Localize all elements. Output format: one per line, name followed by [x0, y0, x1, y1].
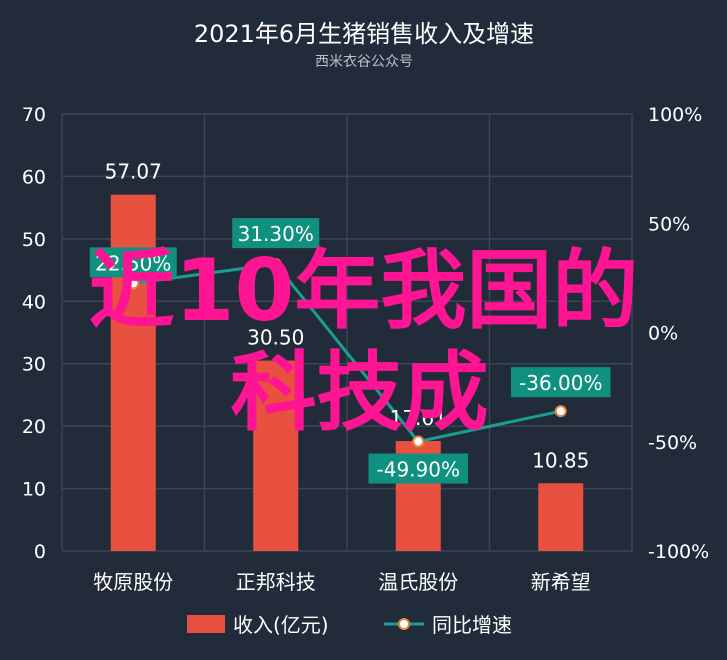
bar-value-label: 10.85 [532, 448, 589, 472]
legend-bar-label[interactable]: 收入(亿元) [233, 613, 329, 637]
growth-line [133, 262, 562, 444]
growth-value-label: 22.50% [95, 251, 171, 275]
growth-label-box [511, 367, 611, 398]
y-left-tick-label: 60 [22, 166, 46, 188]
x-category-label: 正邦科技 [236, 570, 316, 594]
bar-value-label: 17.61 [390, 406, 447, 430]
bar[interactable] [253, 360, 299, 551]
y-left-tick-label: 0 [34, 541, 46, 563]
y-left-tick-label: 30 [22, 354, 46, 376]
y-right-tick-label: -50% [648, 432, 697, 454]
legend[interactable]: 收入(亿元) 同比增速 [187, 613, 512, 637]
legend-line-label[interactable]: 同比增速 [432, 613, 512, 637]
legend-line-marker [398, 618, 410, 630]
growth-point[interactable] [554, 405, 567, 418]
y-left-tick-label: 20 [22, 416, 46, 438]
y-left-tick-label: 10 [22, 479, 46, 501]
growth-point[interactable] [269, 258, 282, 271]
growth-point[interactable] [127, 277, 140, 290]
grid [61, 113, 633, 552]
y-left-tick-label: 70 [22, 104, 46, 126]
y-left-tick-label: 40 [22, 291, 46, 313]
chart-subtitle: 西米衣谷公众号 [315, 54, 413, 70]
x-category-label: 牧原股份 [93, 570, 173, 594]
growth-value-label: -36.00% [519, 371, 602, 395]
line-series [127, 258, 567, 448]
growth-value-label: 31.30% [238, 222, 314, 246]
y-left-tick-label: 50 [22, 229, 46, 251]
x-category-label: 新希望 [531, 570, 591, 594]
chart-title: 2021年6月生猪销售收入及增速 [194, 20, 534, 48]
y-right-tick-label: 100% [648, 104, 702, 126]
growth-value-label: -49.90% [377, 458, 460, 482]
growth-point[interactable] [412, 435, 425, 448]
growth-label-box [368, 453, 468, 484]
y-right-tick-label: 50% [648, 213, 690, 235]
bar-value-label: 30.50 [247, 326, 304, 350]
growth-label-box [232, 218, 320, 249]
y-right-tick-label: -100% [648, 541, 709, 563]
bar-value-label: 57.07 [105, 160, 162, 184]
y-right-tick-label: 0% [648, 323, 678, 345]
x-category-label: 温氏股份 [378, 570, 458, 594]
data-labels: 57.07 30.50 17.61 10.85 22.50% 31.30% -49.90% -… [89, 160, 611, 484]
bar[interactable] [538, 483, 584, 551]
legend-bar-swatch[interactable] [187, 615, 225, 633]
axes: 0 10 20 30 40 50 60 70 -100% -50% 0% 50% 100% 牧原股份 正邦科… [22, 104, 709, 594]
growth-label-box [89, 247, 177, 278]
